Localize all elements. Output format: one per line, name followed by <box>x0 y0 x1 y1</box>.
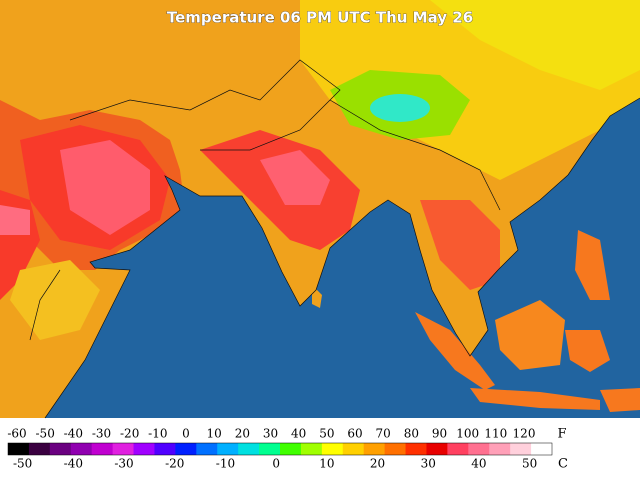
color-bar-segment <box>363 443 386 455</box>
celsius-tick-label: 40 <box>471 457 486 471</box>
color-bar-segment <box>154 443 176 455</box>
fahrenheit-tick-label: 0 <box>182 427 190 441</box>
fahrenheit-tick-label: -60 <box>7 427 26 441</box>
color-bar-segment <box>217 443 239 455</box>
fahrenheit-tick-label: -20 <box>120 427 139 441</box>
fahrenheit-tick-label: 10 <box>207 427 222 441</box>
fahrenheit-tick-label: -50 <box>36 427 55 441</box>
celsius-tick-label: 0 <box>272 457 280 471</box>
color-bar-segment <box>321 443 344 455</box>
color-bar-segment <box>70 443 93 455</box>
celsius-tick-label: 30 <box>421 457 436 471</box>
fahrenheit-tick-label: 70 <box>376 427 391 441</box>
fahrenheit-tick-label: 90 <box>432 427 447 441</box>
fahrenheit-tick-label: 110 <box>484 427 507 441</box>
color-bar-segment <box>384 443 407 455</box>
color-bar-segment <box>510 443 532 455</box>
fahrenheit-tick-label: 120 <box>513 427 536 441</box>
color-bar-segment <box>196 443 218 455</box>
fahrenheit-tick-label: 80 <box>404 427 419 441</box>
celsius-unit: C <box>558 457 568 472</box>
color-bar-segment <box>489 443 511 455</box>
fahrenheit-tick-label: 50 <box>319 427 334 441</box>
celsius-tick-label: 50 <box>522 457 537 471</box>
celsius-tick-label: -30 <box>114 457 133 471</box>
color-bar-segment <box>531 443 553 455</box>
fahrenheit-tick-label: 100 <box>456 427 479 441</box>
celsius-tick-label: 20 <box>370 457 385 471</box>
color-bar-segment <box>49 443 72 455</box>
color-bar-segment <box>8 443 30 455</box>
celsius-tick-label: -50 <box>13 457 32 471</box>
fahrenheit-tick-label: -30 <box>92 427 111 441</box>
color-bar-frame <box>7 442 553 456</box>
celsius-tick-label: -20 <box>165 457 184 471</box>
fahrenheit-tick-label: -10 <box>148 427 167 441</box>
color-bar-segment <box>175 443 197 455</box>
fahrenheit-tick-label: 60 <box>347 427 362 441</box>
color-bar-segment <box>259 443 281 455</box>
color-bar-segment <box>405 443 427 455</box>
color-bar-segment <box>133 443 155 455</box>
color-bar-segment <box>426 443 448 455</box>
color-bar-segment <box>447 443 469 455</box>
color-bar-segment <box>300 443 323 455</box>
color-bar-segment <box>91 443 114 455</box>
color-bar-segment <box>342 443 365 455</box>
fahrenheit-tick-label: 30 <box>263 427 278 441</box>
fahrenheit-tick-label: 40 <box>291 427 306 441</box>
color-bar-segment <box>238 443 260 455</box>
map <box>0 0 640 419</box>
color-bar-segment <box>112 443 135 455</box>
color-bar-segment <box>280 443 302 455</box>
celsius-tick-label: -40 <box>64 457 83 471</box>
fahrenheit-tick-label: 20 <box>235 427 250 441</box>
celsius-tick-label: 10 <box>319 457 334 471</box>
fahrenheit-unit: F <box>557 427 566 442</box>
color-bar-segment <box>468 443 490 455</box>
celsius-tick-label: -10 <box>216 457 235 471</box>
fahrenheit-tick-label: -40 <box>64 427 83 441</box>
color-bar-segment <box>28 443 51 455</box>
map-title: Temperature 06 PM UTC Thu May 26 <box>167 9 473 27</box>
